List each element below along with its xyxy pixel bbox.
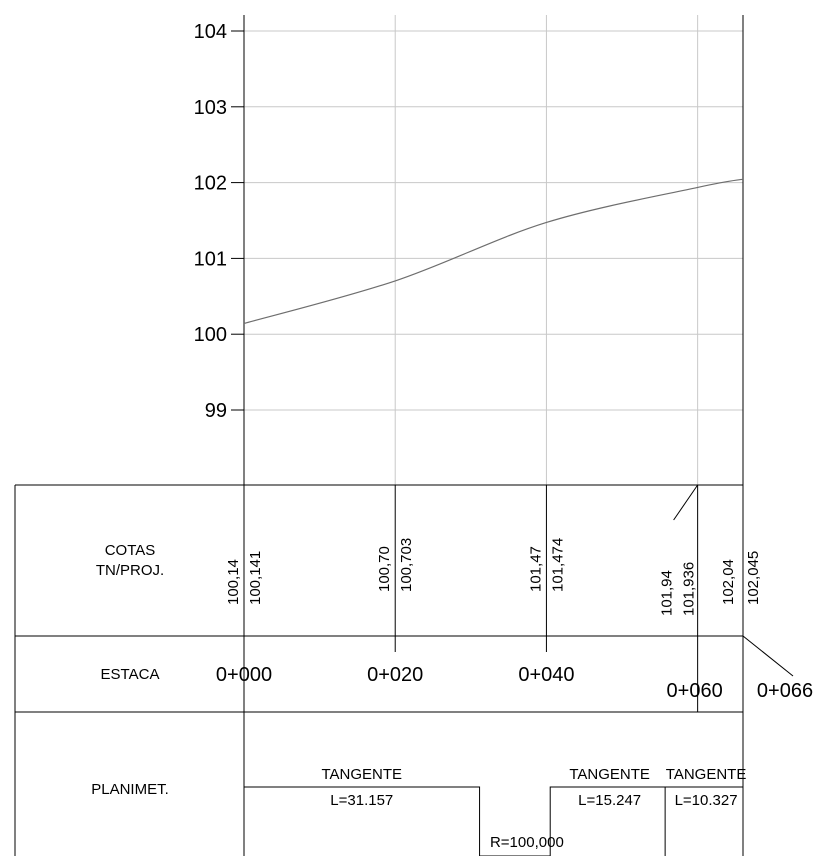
estaca-row: 0+000 0+020 0+040 0+060 0+066 <box>216 635 813 702</box>
y-tick-label: 104 <box>194 21 227 43</box>
planimetry-length-label: L=31.157 <box>330 792 393 809</box>
cota-proj-label: 101,474 <box>549 538 566 592</box>
estaca-label: 0+000 <box>216 664 272 686</box>
y-tick-label: 103 <box>194 97 227 119</box>
row-label-planimet: PLANIMET. <box>91 781 169 798</box>
y-tick-label: 102 <box>194 173 227 195</box>
planimetry-length-label: L=10.327 <box>675 792 738 809</box>
row-labels: COTAS TN/PROJ. ESTACA PLANIMET. <box>91 542 169 798</box>
planimetry-type-label: TANGENTE <box>569 766 650 783</box>
table-frame <box>14 15 744 856</box>
row-label-tn-proj: TN/PROJ. <box>96 562 164 579</box>
estaca-label: 0+040 <box>518 664 574 686</box>
cota-tn-label: 100,70 <box>376 546 393 592</box>
y-axis: 99 100 101 102 103 104 <box>194 21 244 422</box>
cota-proj-label: 100,703 <box>398 538 415 592</box>
row-label-estaca: ESTACA <box>101 666 160 683</box>
cota-leader <box>673 484 699 521</box>
planimetry-row: TANGENTE L=31.157 R=100,000 TANGENTE L=15.24… <box>244 766 746 856</box>
cota-tn-label: 100,14 <box>225 559 242 605</box>
grid-lines <box>244 15 743 485</box>
planimetry-type-label: TANGENTE <box>322 766 403 783</box>
estaca-label: 0+020 <box>367 664 423 686</box>
cotas-row: 100,14 100,141 100,70 100,703 101,47 101,474 1… <box>225 484 762 616</box>
cota-proj-label: 101,936 <box>681 562 698 616</box>
y-tick-label: 99 <box>205 400 227 422</box>
y-tick-label: 100 <box>194 324 227 346</box>
planimetry-radius-label: R=100,000 <box>490 834 564 851</box>
profile-line <box>243 178 744 325</box>
estaca-label: 0+066 <box>757 680 813 702</box>
planimetry-type-label: TANGENTE <box>666 766 747 783</box>
row-label-cotas: COTAS <box>105 542 156 559</box>
planimetry-length-label: L=15.247 <box>578 792 641 809</box>
cota-tn-label: 102,04 <box>720 559 737 605</box>
cota-tn-label: 101,47 <box>527 546 544 592</box>
cota-tn-label: 101,94 <box>659 570 676 616</box>
cota-proj-label: 102,045 <box>745 551 762 605</box>
y-tick-label: 101 <box>194 248 227 270</box>
series-layer <box>243 178 744 325</box>
cota-proj-label: 100,141 <box>247 551 264 605</box>
estaca-label: 0+060 <box>667 680 723 702</box>
estaca-leader <box>742 635 794 677</box>
